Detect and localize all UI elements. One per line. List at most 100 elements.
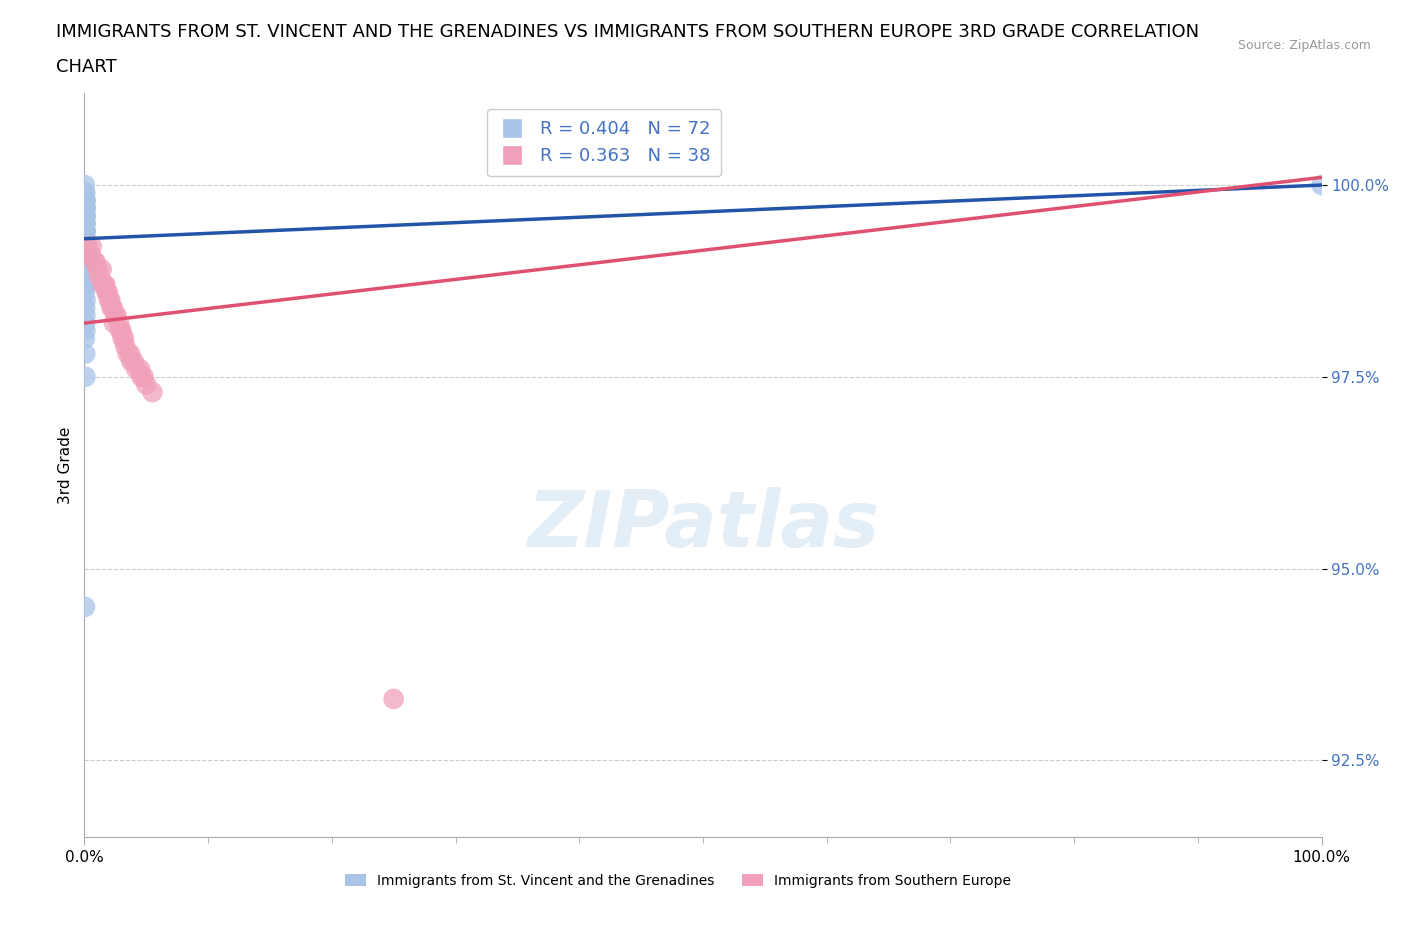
Point xyxy=(141,385,163,400)
Point xyxy=(73,178,96,193)
Point xyxy=(101,300,124,315)
Point xyxy=(75,262,97,277)
Point xyxy=(104,308,127,323)
Text: Source: ZipAtlas.com: Source: ZipAtlas.com xyxy=(1237,39,1371,52)
Point xyxy=(75,216,97,231)
Point xyxy=(110,324,132,339)
Point xyxy=(73,223,96,238)
Text: IMMIGRANTS FROM ST. VINCENT AND THE GRENADINES VS IMMIGRANTS FROM SOUTHERN EUROP: IMMIGRANTS FROM ST. VINCENT AND THE GREN… xyxy=(56,23,1199,41)
Point xyxy=(75,193,97,207)
Point xyxy=(75,208,97,223)
Point xyxy=(89,270,111,285)
Point xyxy=(75,246,97,261)
Point xyxy=(75,277,97,292)
Point xyxy=(75,216,97,231)
Point xyxy=(75,262,97,277)
Point xyxy=(75,315,97,330)
Point xyxy=(79,246,101,261)
Legend: Immigrants from St. Vincent and the Grenadines, Immigrants from Southern Europe: Immigrants from St. Vincent and the Gren… xyxy=(340,869,1017,894)
Point xyxy=(75,262,97,277)
Point xyxy=(75,246,97,261)
Point xyxy=(129,362,152,377)
Point xyxy=(75,193,97,207)
Point xyxy=(75,246,97,261)
Point xyxy=(75,270,97,285)
Point xyxy=(75,232,97,246)
Point xyxy=(98,293,121,308)
Point xyxy=(100,300,122,315)
Point xyxy=(132,369,155,384)
Point xyxy=(75,216,97,231)
Point xyxy=(73,254,96,269)
Point xyxy=(125,362,148,377)
Point xyxy=(84,254,107,269)
Point xyxy=(79,246,101,261)
Point xyxy=(75,239,97,254)
Point xyxy=(75,293,97,308)
Point xyxy=(73,201,96,216)
Point xyxy=(73,232,96,246)
Text: CHART: CHART xyxy=(56,58,117,75)
Point xyxy=(105,308,128,323)
Point xyxy=(129,369,152,384)
Point xyxy=(73,216,96,231)
Point xyxy=(75,277,97,292)
Text: ZIPatlas: ZIPatlas xyxy=(527,486,879,563)
Point xyxy=(382,692,405,707)
Point xyxy=(83,254,105,269)
Point xyxy=(75,239,97,254)
Point xyxy=(75,262,97,277)
Point xyxy=(117,346,139,361)
Point xyxy=(75,239,97,254)
Point xyxy=(75,300,97,315)
Point xyxy=(75,232,97,246)
Point xyxy=(75,254,97,269)
Point xyxy=(122,354,145,369)
Point xyxy=(75,254,97,269)
Point xyxy=(75,346,97,361)
Point xyxy=(77,239,100,254)
Point xyxy=(75,239,97,254)
Point xyxy=(110,324,132,339)
Point xyxy=(1310,178,1333,193)
Point xyxy=(75,239,97,254)
Point xyxy=(114,339,136,353)
Point xyxy=(120,346,142,361)
Point xyxy=(75,254,97,269)
Point xyxy=(75,270,97,285)
Point xyxy=(75,208,97,223)
Point xyxy=(111,331,134,346)
Point xyxy=(73,208,96,223)
Point xyxy=(75,254,97,269)
Point xyxy=(75,308,97,323)
Point xyxy=(75,232,97,246)
Point xyxy=(87,262,110,277)
Point xyxy=(75,185,97,200)
Point xyxy=(97,285,120,299)
Point xyxy=(75,223,97,238)
Point xyxy=(75,239,97,254)
Point xyxy=(75,193,97,207)
Point xyxy=(112,331,135,346)
Point xyxy=(75,277,97,292)
Point xyxy=(73,285,96,299)
Point xyxy=(73,246,96,261)
Point xyxy=(75,369,97,384)
Point xyxy=(94,277,117,292)
Point xyxy=(96,285,118,299)
Point xyxy=(75,216,97,231)
Point xyxy=(80,239,103,254)
Point xyxy=(75,324,97,339)
Point xyxy=(73,246,96,261)
Point xyxy=(73,270,96,285)
Point xyxy=(75,223,97,238)
Point xyxy=(75,201,97,216)
Point xyxy=(120,354,142,369)
Point xyxy=(93,277,115,292)
Point xyxy=(98,293,121,308)
Point xyxy=(135,377,157,392)
Point xyxy=(75,262,97,277)
Point xyxy=(91,277,114,292)
Point xyxy=(75,232,97,246)
Point xyxy=(90,262,112,277)
